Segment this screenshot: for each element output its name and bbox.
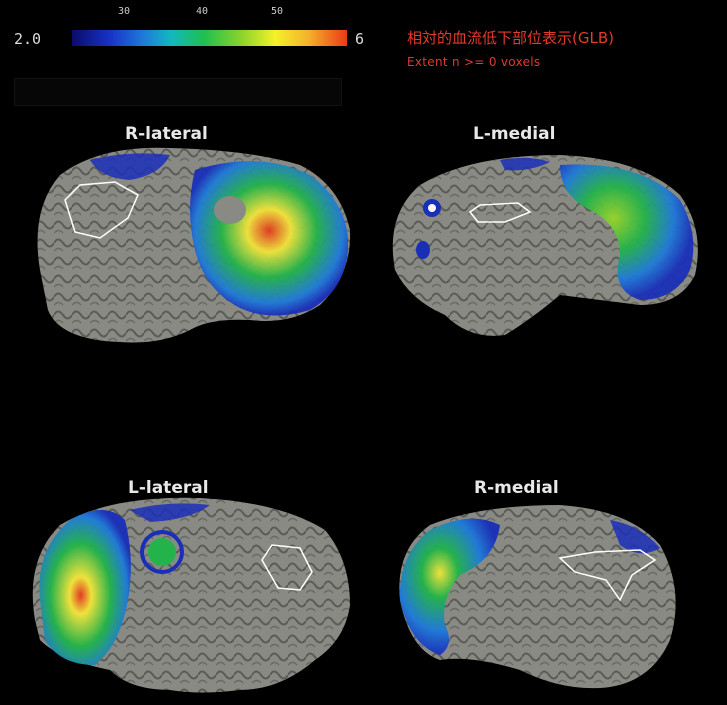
colorbar-tick-30: 30 [118, 6, 131, 17]
analysis-title: 相対的血流低下部位表示(GLB) [407, 29, 614, 47]
view-label-r-lateral: R-lateral [125, 124, 208, 144]
colorbar-tick-50: 50 [271, 6, 284, 17]
brain-r-lateral [37, 147, 351, 343]
brain-l-lateral [32, 497, 351, 693]
view-label-r-medial: R-medial [474, 478, 559, 498]
redacted-bar [14, 78, 342, 106]
brain-l-medial [392, 155, 698, 336]
view-label-l-medial: L-medial [473, 124, 556, 144]
colorbar-max-label: 6 [355, 30, 365, 48]
view-label-l-lateral: L-lateral [128, 478, 209, 498]
extent-subtitle: Extent n >= 0 voxels [407, 55, 541, 69]
colorbar [72, 30, 347, 46]
colorbar-min-label: 2.0 [14, 30, 42, 48]
brain-r-medial [399, 505, 676, 689]
colorbar-tick-40: 40 [196, 6, 209, 17]
